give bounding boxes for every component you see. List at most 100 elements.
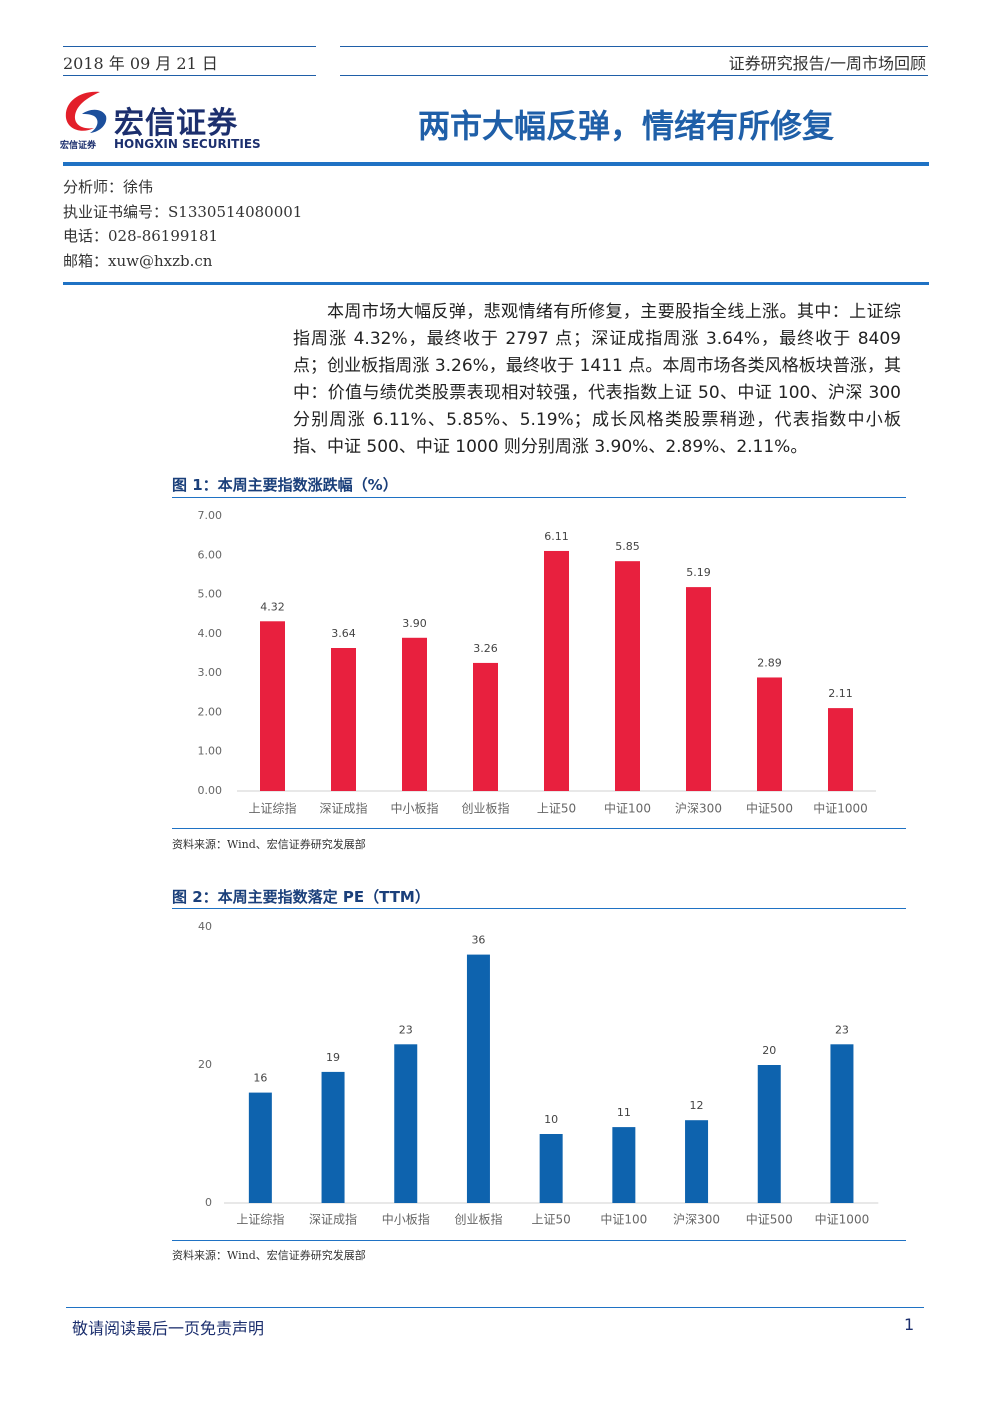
bar [539,1134,563,1203]
y-tick-label: 20 [198,1058,212,1071]
data-label: 3.90 [402,617,427,630]
bar [321,1071,345,1203]
bar [757,677,782,791]
y-tick-label: 6.00 [198,548,223,561]
data-label: 23 [399,1023,413,1036]
bar [473,662,498,791]
data-label: 19 [326,1051,340,1064]
x-tick-label: 上证综指 [248,801,296,816]
x-tick-label: 上证综指 [236,1212,284,1227]
x-tick-label: 创业板指 [454,1212,502,1227]
data-label: 2.89 [757,656,782,669]
rule [172,908,906,909]
x-tick-label: 创业板指 [461,801,509,816]
analyst-line: 分析师：徐伟 [63,178,154,196]
logo-english: HONGXIN SECURITIES [114,137,261,151]
data-label: 3.26 [473,642,498,655]
analyst-line: 邮箱：xuw@hxzb.cn [63,251,213,270]
bar [260,621,285,791]
logo-swoosh [65,91,100,131]
x-tick-label: 沪深300 [673,1213,720,1227]
data-label: 5.85 [615,540,640,553]
x-tick-label: 中证500 [746,1212,793,1227]
analyst-info: 分析师：徐伟 执业证书编号：S1330514080001 电话：028-8619… [63,175,302,273]
y-tick-label: 0 [205,1196,212,1209]
y-tick-label: 40 [198,920,212,933]
figure-source: 资料来源：Wind、宏信证券研究发展部 [172,1249,366,1262]
logo-small-name: 宏信证券 [60,141,97,151]
rule [63,162,929,166]
data-label: 12 [690,1099,704,1112]
report-date: 2018 年 09 月 21 日 [63,54,218,73]
x-tick-label: 中证100 [600,1212,647,1227]
figure-title: 图 1：本周主要指数涨跌幅（%） [172,476,398,494]
bar [830,1044,854,1203]
data-label: 11 [617,1106,631,1119]
y-tick-label: 1.00 [198,745,223,758]
data-label: 23 [835,1023,849,1036]
bar [402,637,427,791]
rule [63,75,316,76]
x-tick-label: 沪深300 [675,802,722,816]
logo-swoosh [82,109,107,133]
y-tick-label: 3.00 [198,666,223,679]
x-tick-label: 中证100 [604,801,651,816]
chart: 0.00 1.00 2.00 3.00 4.00 5.00 6.00 7.00 上证综指 4.32… [198,509,876,816]
x-tick-label: 中证1000 [813,801,868,816]
rule [172,1240,906,1241]
y-tick-label: 0.00 [198,784,223,797]
bar [685,1120,709,1203]
bar [615,561,640,791]
x-tick-label: 上证50 [532,1213,571,1227]
bar [248,1092,272,1203]
bar [544,550,569,791]
summary: 本周市场大幅反弹，悲观情绪有所修复，主要股指全线上涨。其中：上证综指周涨 4.3… [293,302,901,457]
x-tick-label: 深证成指 [309,1212,357,1227]
bar [612,1127,636,1203]
figure-title: 图 2：本周主要指数落定 PE（TTM） [172,888,430,906]
disclaimer: 敬请阅读最后一页免责声明 [72,1319,265,1338]
y-tick-label: 7.00 [198,509,223,522]
x-tick-label: 中小板指 [382,1212,430,1227]
x-tick-label: 中证500 [746,801,793,816]
rule [172,497,906,498]
logo-icon [65,91,107,133]
y-tick-label: 5.00 [198,588,223,601]
report-type: 证券研究报告/一周市场回顾 [728,54,926,73]
rule [172,828,906,829]
bar [466,954,490,1203]
data-label: 2.11 [828,687,853,700]
analyst-line: 电话：028-86199181 [63,227,219,245]
rule [340,75,928,76]
figure-source: 资料来源：Wind、宏信证券研究发展部 [172,838,366,851]
bar [828,708,853,791]
bar [757,1065,781,1203]
x-tick-label: 上证50 [537,802,576,816]
data-label: 5.19 [686,566,711,579]
rule [340,46,928,47]
data-label: 10 [544,1113,558,1126]
bar [394,1044,418,1203]
y-tick-label: 2.00 [198,705,223,718]
bar [686,587,711,791]
x-tick-label: 深证成指 [319,801,367,816]
rule [63,46,316,47]
data-label: 36 [471,934,485,947]
bar [331,648,356,791]
chart: 0 20 40 上证综指 16 深证成指 19 中小板指 23 创业板指 36 上证50 10 中证100… [198,920,879,1227]
data-label: 20 [762,1044,776,1057]
logo-name: 宏信证券 [114,106,238,141]
report-title: 两市大幅反弹，情绪有所修复 [418,107,835,145]
analyst-line: 执业证书编号：S1330514080001 [63,202,303,221]
data-label: 3.64 [331,627,356,640]
y-tick-label: 4.00 [198,627,223,640]
rule [63,282,929,285]
x-tick-label: 中证1000 [815,1212,870,1227]
page-number: 1 [904,1315,915,1334]
data-label: 16 [253,1072,267,1085]
x-tick-label: 中小板指 [390,801,438,816]
data-label: 6.11 [544,530,569,543]
rule [66,1307,924,1308]
data-label: 4.32 [260,600,285,613]
